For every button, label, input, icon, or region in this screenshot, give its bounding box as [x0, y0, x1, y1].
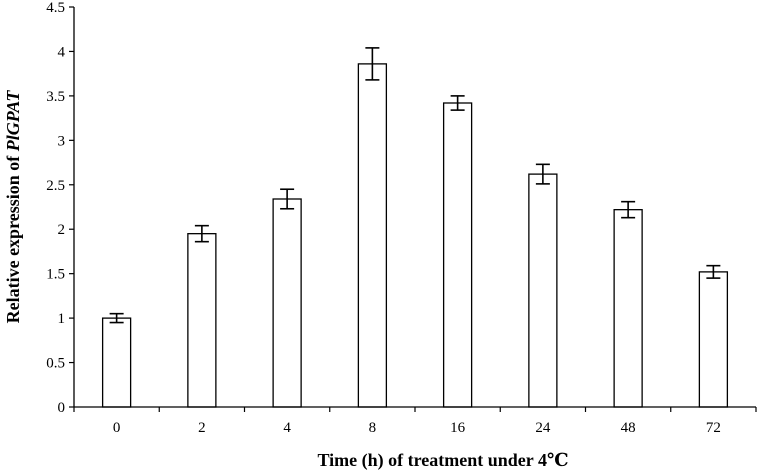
x-tick-label: 48: [621, 420, 636, 436]
y-tick-label: 2: [58, 222, 66, 238]
y-tick-label: 0: [58, 400, 66, 416]
y-tick-label: 1.5: [46, 267, 65, 283]
y-tick-label: 2.5: [46, 178, 65, 194]
x-tick-label: 0: [113, 420, 121, 436]
y-tick-label: 1: [58, 311, 66, 327]
bar-72: [698, 271, 729, 408]
bar-8: [357, 63, 388, 408]
y-axis-title: Relative expression of PlGPAT: [3, 90, 23, 324]
y-tick-label: 0.5: [46, 356, 65, 372]
y-tick-label: 4.5: [46, 0, 65, 16]
x-tick-label: 8: [369, 420, 377, 436]
x-axis-title: Time (h) of treatment under 4℃: [317, 450, 568, 471]
error-bars-layer: [109, 47, 721, 324]
ticks-layer: 00.511.522.533.544.50 2 4 8 16 24 48 72: [46, 0, 757, 436]
axes-layer: [73, 7, 756, 408]
bar-0: [101, 317, 132, 408]
y-axis-title-prefix: Relative expression of: [3, 151, 23, 323]
y-axis-title-gene: PlGPAT: [3, 90, 23, 153]
y-tick-label: 3: [58, 133, 66, 149]
bar-4: [272, 198, 302, 408]
x-tick-label: 2: [198, 420, 206, 436]
bar-48: [613, 209, 643, 408]
x-tick-label: 4: [283, 420, 291, 436]
x-tick-label: 16: [450, 420, 466, 436]
bar-24: [528, 173, 558, 408]
x-tick-label: 24: [535, 420, 551, 436]
y-tick-label: 4: [58, 44, 66, 60]
bars-layer: [101, 63, 729, 408]
bar-2: [187, 233, 217, 408]
y-tick-label: 3.5: [46, 89, 65, 105]
x-tick-label: 72: [706, 420, 721, 436]
bar-16: [442, 102, 473, 408]
